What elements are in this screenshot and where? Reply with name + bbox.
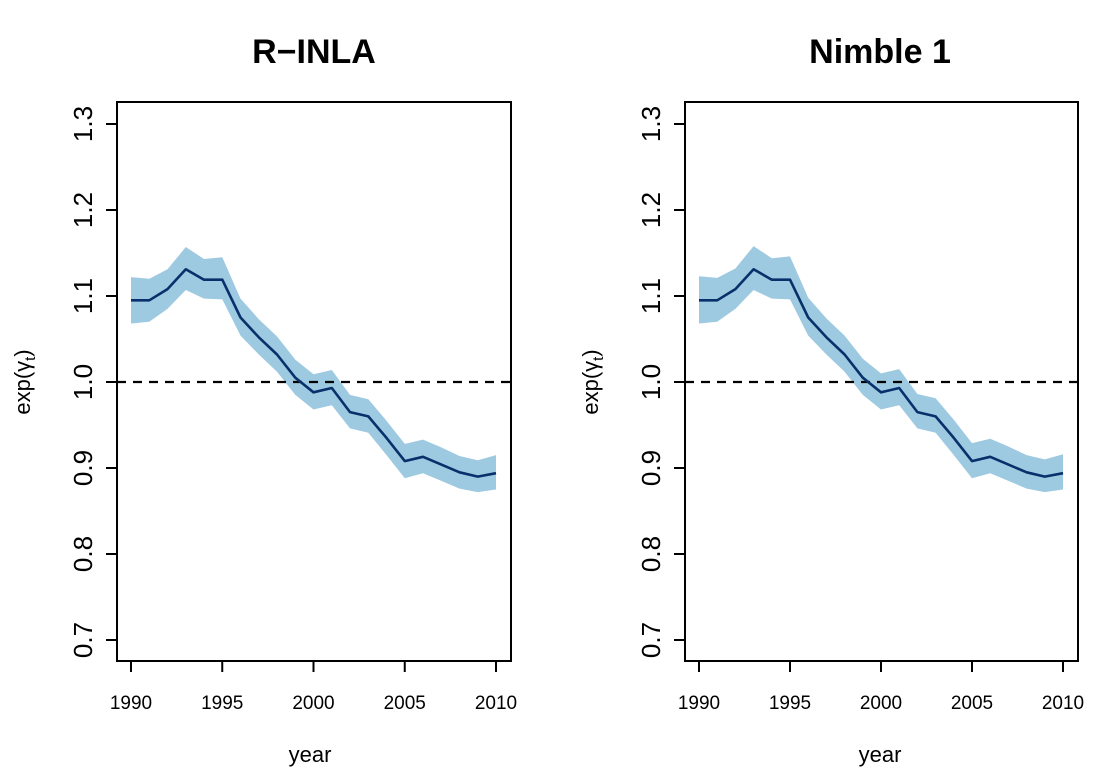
x-axis: 1990 1995 2000 2005 2010: [110, 660, 517, 714]
y-axis-label: exp(γt): [10, 349, 39, 414]
y-axis-label-main: exp(: [10, 371, 35, 414]
y-tick-label: 0.7: [68, 622, 98, 658]
x-tick-label: 1990: [678, 693, 720, 714]
x-axis-label: year: [289, 742, 332, 767]
y-tick-label: 1.0: [636, 364, 666, 400]
y-tick-label: 0.9: [636, 450, 666, 486]
x-tick-label: 2000: [292, 693, 334, 714]
y-tick-label: 1.3: [636, 106, 666, 142]
series-line: [131, 267, 497, 478]
line-layer: [699, 267, 1064, 478]
credible-band: [699, 246, 1063, 493]
band-layer: [699, 246, 1063, 493]
series-line: [699, 267, 1064, 478]
panel-title: R−INLA: [252, 33, 376, 71]
x-tick-label: 2010: [1042, 693, 1084, 714]
y-tick-label: 1.3: [68, 106, 98, 142]
y-axis-label-sub: t: [22, 356, 39, 361]
y-axis: 0.7 0.8 0.9 1.0 1.1 1.2 1.3: [68, 106, 117, 658]
x-tick-label: 1990: [110, 693, 152, 714]
y-tick-label: 0.9: [68, 450, 98, 486]
panel-title: Nimble 1: [809, 33, 951, 71]
x-tick-label: 1995: [769, 693, 811, 714]
x-tick-label: 2005: [951, 693, 993, 714]
x-axis: 1990 1995 2000 2005 2010: [678, 660, 1084, 714]
y-tick-label: 1.1: [68, 278, 98, 314]
x-tick-label: 1995: [201, 693, 243, 714]
y-tick-label: 0.8: [68, 536, 98, 572]
credible-band: [131, 247, 496, 493]
y-tick-label: 1.2: [636, 192, 666, 228]
panel-r-inla: R−INLA 0.7 0.8 0.9 1.0 1.1 1.2 1.3 1990 1995 200…: [10, 33, 517, 767]
line-layer: [131, 267, 497, 478]
y-tick-label: 1.0: [68, 364, 98, 400]
y-tick-label: 0.8: [636, 536, 666, 572]
y-tick-label: 1.2: [68, 192, 98, 228]
x-tick-label: 2005: [384, 693, 426, 714]
panel-nimble-1: Nimble 1 0.7 0.8 0.9 1.0 1.1 1.2 1.3 1990 1995 2…: [578, 33, 1084, 767]
y-axis-label-sub: t: [590, 356, 607, 361]
y-axis-label: exp(γt): [578, 349, 607, 414]
y-tick-label: 0.7: [636, 622, 666, 658]
y-axis-label-close: ): [10, 349, 35, 356]
y-axis-label-main: exp(: [578, 371, 603, 414]
y-tick-label: 1.1: [636, 278, 666, 314]
y-axis-label-close: ): [578, 349, 603, 356]
x-tick-label: 2000: [860, 693, 902, 714]
y-axis-label-symbol: γ: [10, 361, 35, 372]
y-axis: 0.7 0.8 0.9 1.0 1.1 1.2 1.3: [636, 106, 685, 658]
y-axis-label-symbol: γ: [578, 361, 603, 372]
x-tick-label: 2010: [475, 693, 517, 714]
x-axis-label: year: [859, 742, 902, 767]
band-layer: [131, 247, 496, 493]
